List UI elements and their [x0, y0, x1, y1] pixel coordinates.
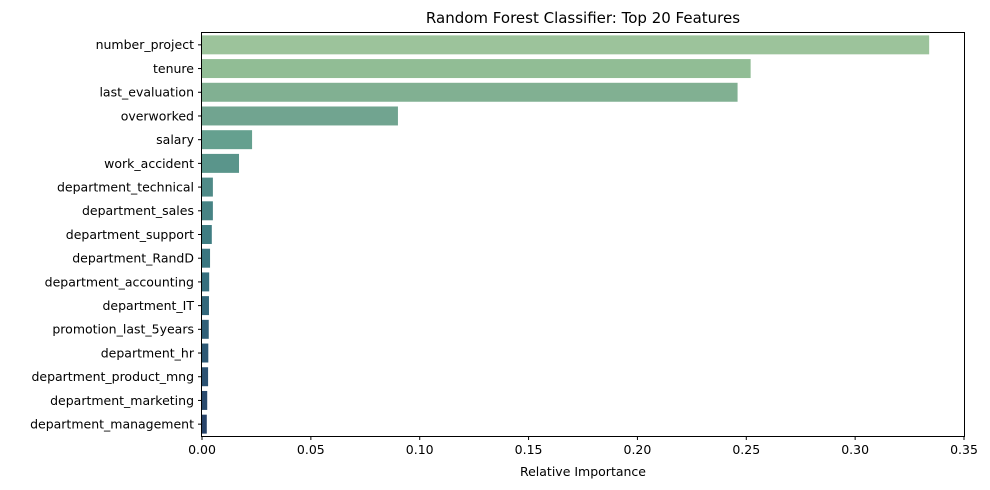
bar-number_project	[202, 35, 930, 55]
x-tick-label: 0.00	[188, 442, 216, 457]
y-tick-label: overworked	[121, 108, 194, 123]
y-tick-label: department_technical	[57, 179, 194, 194]
bar-department_technical	[202, 177, 213, 197]
bar-department_IT	[202, 296, 209, 316]
bars-group	[202, 35, 930, 434]
x-tick-label: 0.15	[515, 442, 543, 457]
y-tick-label: last_evaluation	[99, 85, 194, 100]
bar-overworked	[202, 106, 398, 126]
y-tick-label: work_accident	[104, 156, 194, 171]
y-tick-label: department_hr	[101, 345, 195, 360]
bar-work_accident	[202, 153, 240, 173]
y-tick-label: department_management	[30, 417, 194, 432]
y-tick-label: salary	[156, 132, 194, 147]
bar-department_RandD	[202, 248, 211, 268]
chart-title: Random Forest Classifier: Top 20 Feature…	[426, 9, 740, 27]
bar-promotion_last_5years	[202, 319, 209, 339]
bar-last_evaluation	[202, 82, 738, 102]
y-tick-label: department_marketing	[50, 393, 194, 408]
x-tick-label: 0.05	[297, 442, 325, 457]
x-tick-label: 0.25	[732, 442, 760, 457]
y-tick-label: department_IT	[102, 298, 194, 313]
bar-tenure	[202, 59, 751, 79]
y-tick-label: department_support	[66, 227, 194, 242]
y-tick-label: department_sales	[82, 203, 194, 218]
x-tick-label: 0.35	[950, 442, 978, 457]
bar-department_hr	[202, 343, 209, 363]
y-tick-label: promotion_last_5years	[52, 322, 194, 337]
bar-department_management	[202, 414, 207, 434]
bar-department_sales	[202, 201, 213, 221]
bar-department_accounting	[202, 272, 210, 292]
x-axis-label: Relative Importance	[520, 464, 646, 479]
y-tick-label: department_accounting	[45, 274, 194, 289]
y-tick-label: tenure	[153, 61, 194, 76]
x-tick-label: 0.20	[624, 442, 652, 457]
bar-department_product_mng	[202, 367, 209, 387]
y-tick-label: department_RandD	[72, 251, 194, 266]
bar-salary	[202, 130, 253, 150]
bar-department_support	[202, 225, 212, 244]
bar-department_marketing	[202, 390, 208, 410]
x-ticks: 0.00 0.05 0.10 0.15 0.20 0.25 0.30 0.35	[188, 436, 978, 457]
x-tick-label: 0.30	[841, 442, 869, 457]
y-tick-label: department_product_mng	[31, 369, 194, 384]
plot-frame	[201, 32, 965, 437]
x-tick-label: 0.10	[406, 442, 434, 457]
y-tick-label: number_project	[96, 37, 195, 52]
